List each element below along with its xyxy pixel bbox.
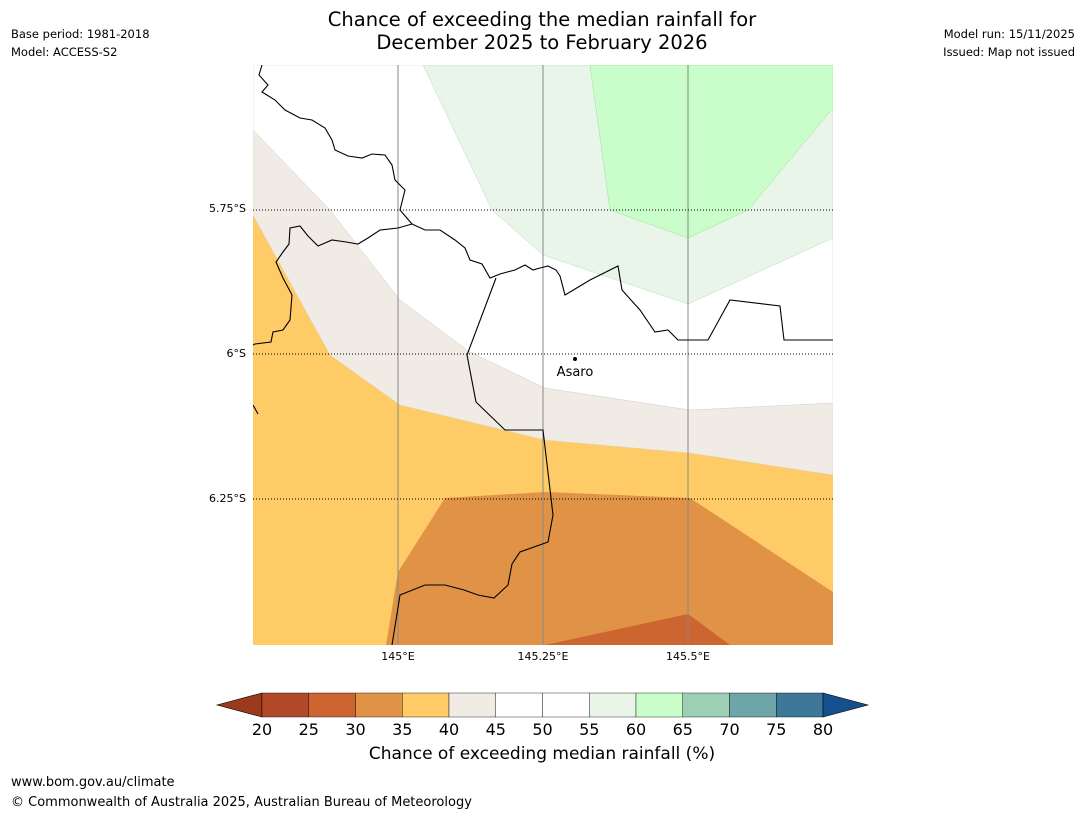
colorbar-swatch <box>495 692 543 718</box>
footer-copyright: © Commonwealth of Australia 2025, Austra… <box>11 795 472 810</box>
title-line-2: December 2025 to February 2026 <box>376 31 708 54</box>
meta-right: Model run: 15/11/2025 Issued: Map not is… <box>943 25 1075 61</box>
colorbar-swatch <box>355 692 403 718</box>
contour-30-35 <box>386 492 833 645</box>
colorbar-tick-label: 25 <box>298 720 319 739</box>
colorbar-tick-label: 45 <box>485 720 506 739</box>
colorbar-arrow-low <box>215 692 263 718</box>
colorbar-tick-label: 55 <box>579 720 600 739</box>
colorbar-swatch <box>542 692 590 718</box>
colorbar-tick-label: 75 <box>766 720 787 739</box>
colorbar-swatch <box>776 692 824 718</box>
colorbar-arrow-high <box>822 692 870 718</box>
lat-label-6-25: 6.25°S <box>209 492 246 505</box>
colorbar-swatch <box>308 692 356 718</box>
colorbar-tick-label: 30 <box>345 720 366 739</box>
issued-status: Issued: Map not issued <box>943 45 1075 59</box>
colorbar-tick-label: 35 <box>392 720 413 739</box>
footer-url: www.bom.gov.au/climate <box>11 775 175 790</box>
model-name: Model: ACCESS-S2 <box>11 45 118 59</box>
colorbar-tick-label: 20 <box>251 720 273 739</box>
colorbar-title: Chance of exceeding median rainfall (%) <box>368 744 716 764</box>
province-boundaries <box>253 65 833 645</box>
colorbar-tick-label: 40 <box>438 720 460 739</box>
lon-label-145-5: 145.5°E <box>666 650 710 663</box>
lat-label-5-75: 5.75°S <box>209 202 246 215</box>
model-run: Model run: 15/11/2025 <box>943 27 1075 41</box>
colorbar-tick-label: 50 <box>532 720 553 739</box>
town-marker-dot <box>573 357 577 361</box>
title-line-1: Chance of exceeding the median rainfall … <box>327 8 757 31</box>
colorbar-tick-label: 65 <box>672 720 693 739</box>
colorbar-swatch <box>261 692 309 718</box>
colorbar-swatch <box>729 692 777 718</box>
contour-25-30 <box>545 614 730 645</box>
map-contours <box>253 65 833 645</box>
lat-label-6: 6°S <box>226 347 246 360</box>
colorbar-swatch <box>589 692 637 718</box>
lon-label-145: 145°E <box>381 650 415 663</box>
lon-label-145-25: 145.25°E <box>517 650 569 663</box>
meta-left: Base period: 1981-2018 Model: ACCESS-S2 <box>11 25 150 61</box>
colorbar-tick-label: 60 <box>625 720 647 739</box>
colorbar-swatch <box>402 692 450 718</box>
colorbar-tick-label: 70 <box>719 720 740 739</box>
colorbar-tick-label: 80 <box>812 720 834 739</box>
town-label: Asaro <box>556 365 594 380</box>
map-title: Chance of exceeding the median rainfall … <box>242 8 842 54</box>
colorbar-swatch <box>635 692 683 718</box>
colorbar-swatch <box>682 692 730 718</box>
base-period: Base period: 1981-2018 <box>11 27 150 41</box>
colorbar-swatch <box>448 692 496 718</box>
